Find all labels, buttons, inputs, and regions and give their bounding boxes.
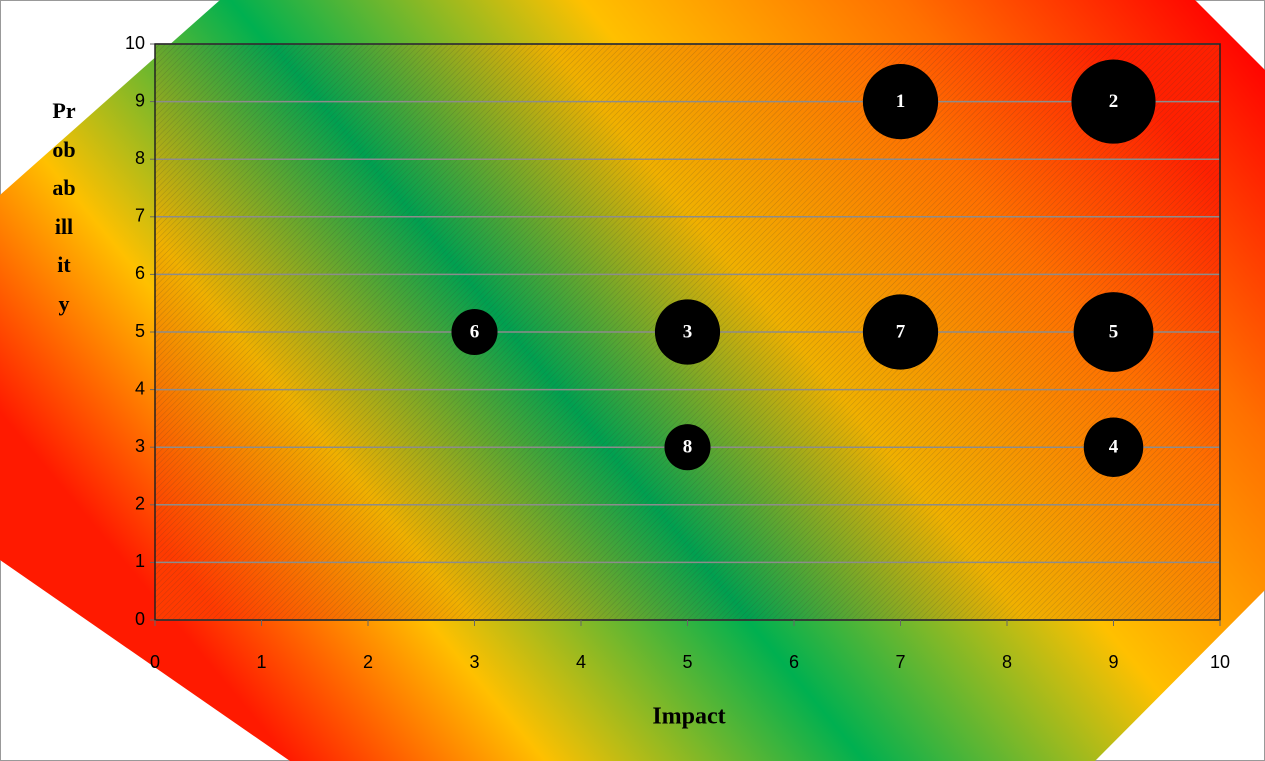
chart-page: Impact 01234567891001234567891012345678 … xyxy=(0,0,1265,761)
x-tick-label: 3 xyxy=(469,652,479,672)
bubble-label: 4 xyxy=(1109,437,1119,458)
bubble-label: 1 xyxy=(896,91,906,112)
x-tick-label: 5 xyxy=(682,652,692,672)
x-tick-label: 10 xyxy=(1210,652,1230,672)
x-tick-label: 1 xyxy=(256,652,266,672)
bubble-label: 8 xyxy=(683,437,693,458)
bubble-label: 2 xyxy=(1109,91,1119,112)
chart: Impact 0 1 2 3 4 5 6 7 8 9 10 0 1 2 3 4 5 6 7 8 9 10 1 2 3 4 5 6 7 8 xyxy=(0,0,1265,761)
y-tick-label: 1 xyxy=(135,551,145,571)
x-tick-label: 4 xyxy=(576,652,586,672)
y-axis-title: Probabillity xyxy=(52,92,76,323)
x-tick-label: 0 xyxy=(150,652,160,672)
bubble-label: 7 xyxy=(896,321,906,342)
x-axis-title: Impact xyxy=(652,704,725,730)
bubble-label: 5 xyxy=(1109,321,1119,342)
x-tick-label: 7 xyxy=(895,652,905,672)
y-tick-label: 4 xyxy=(135,378,145,398)
x-tick-label: 2 xyxy=(363,652,373,672)
x-tick-label: 9 xyxy=(1108,652,1118,672)
y-tick-label: 7 xyxy=(135,206,145,226)
x-tick-label: 6 xyxy=(789,652,799,672)
y-tick-label: 9 xyxy=(135,90,145,110)
x-tick-label: 8 xyxy=(1002,652,1012,672)
y-tick-label: 2 xyxy=(135,494,145,514)
y-tick-label: 10 xyxy=(125,33,145,53)
y-tick-label: 6 xyxy=(135,263,145,283)
bubble-label: 3 xyxy=(683,321,693,342)
y-tick-label: 8 xyxy=(135,148,145,168)
y-tick-label: 3 xyxy=(135,436,145,456)
bubble-label: 6 xyxy=(470,321,480,342)
y-tick-label: 0 xyxy=(135,609,145,629)
y-tick-label: 5 xyxy=(135,321,145,341)
